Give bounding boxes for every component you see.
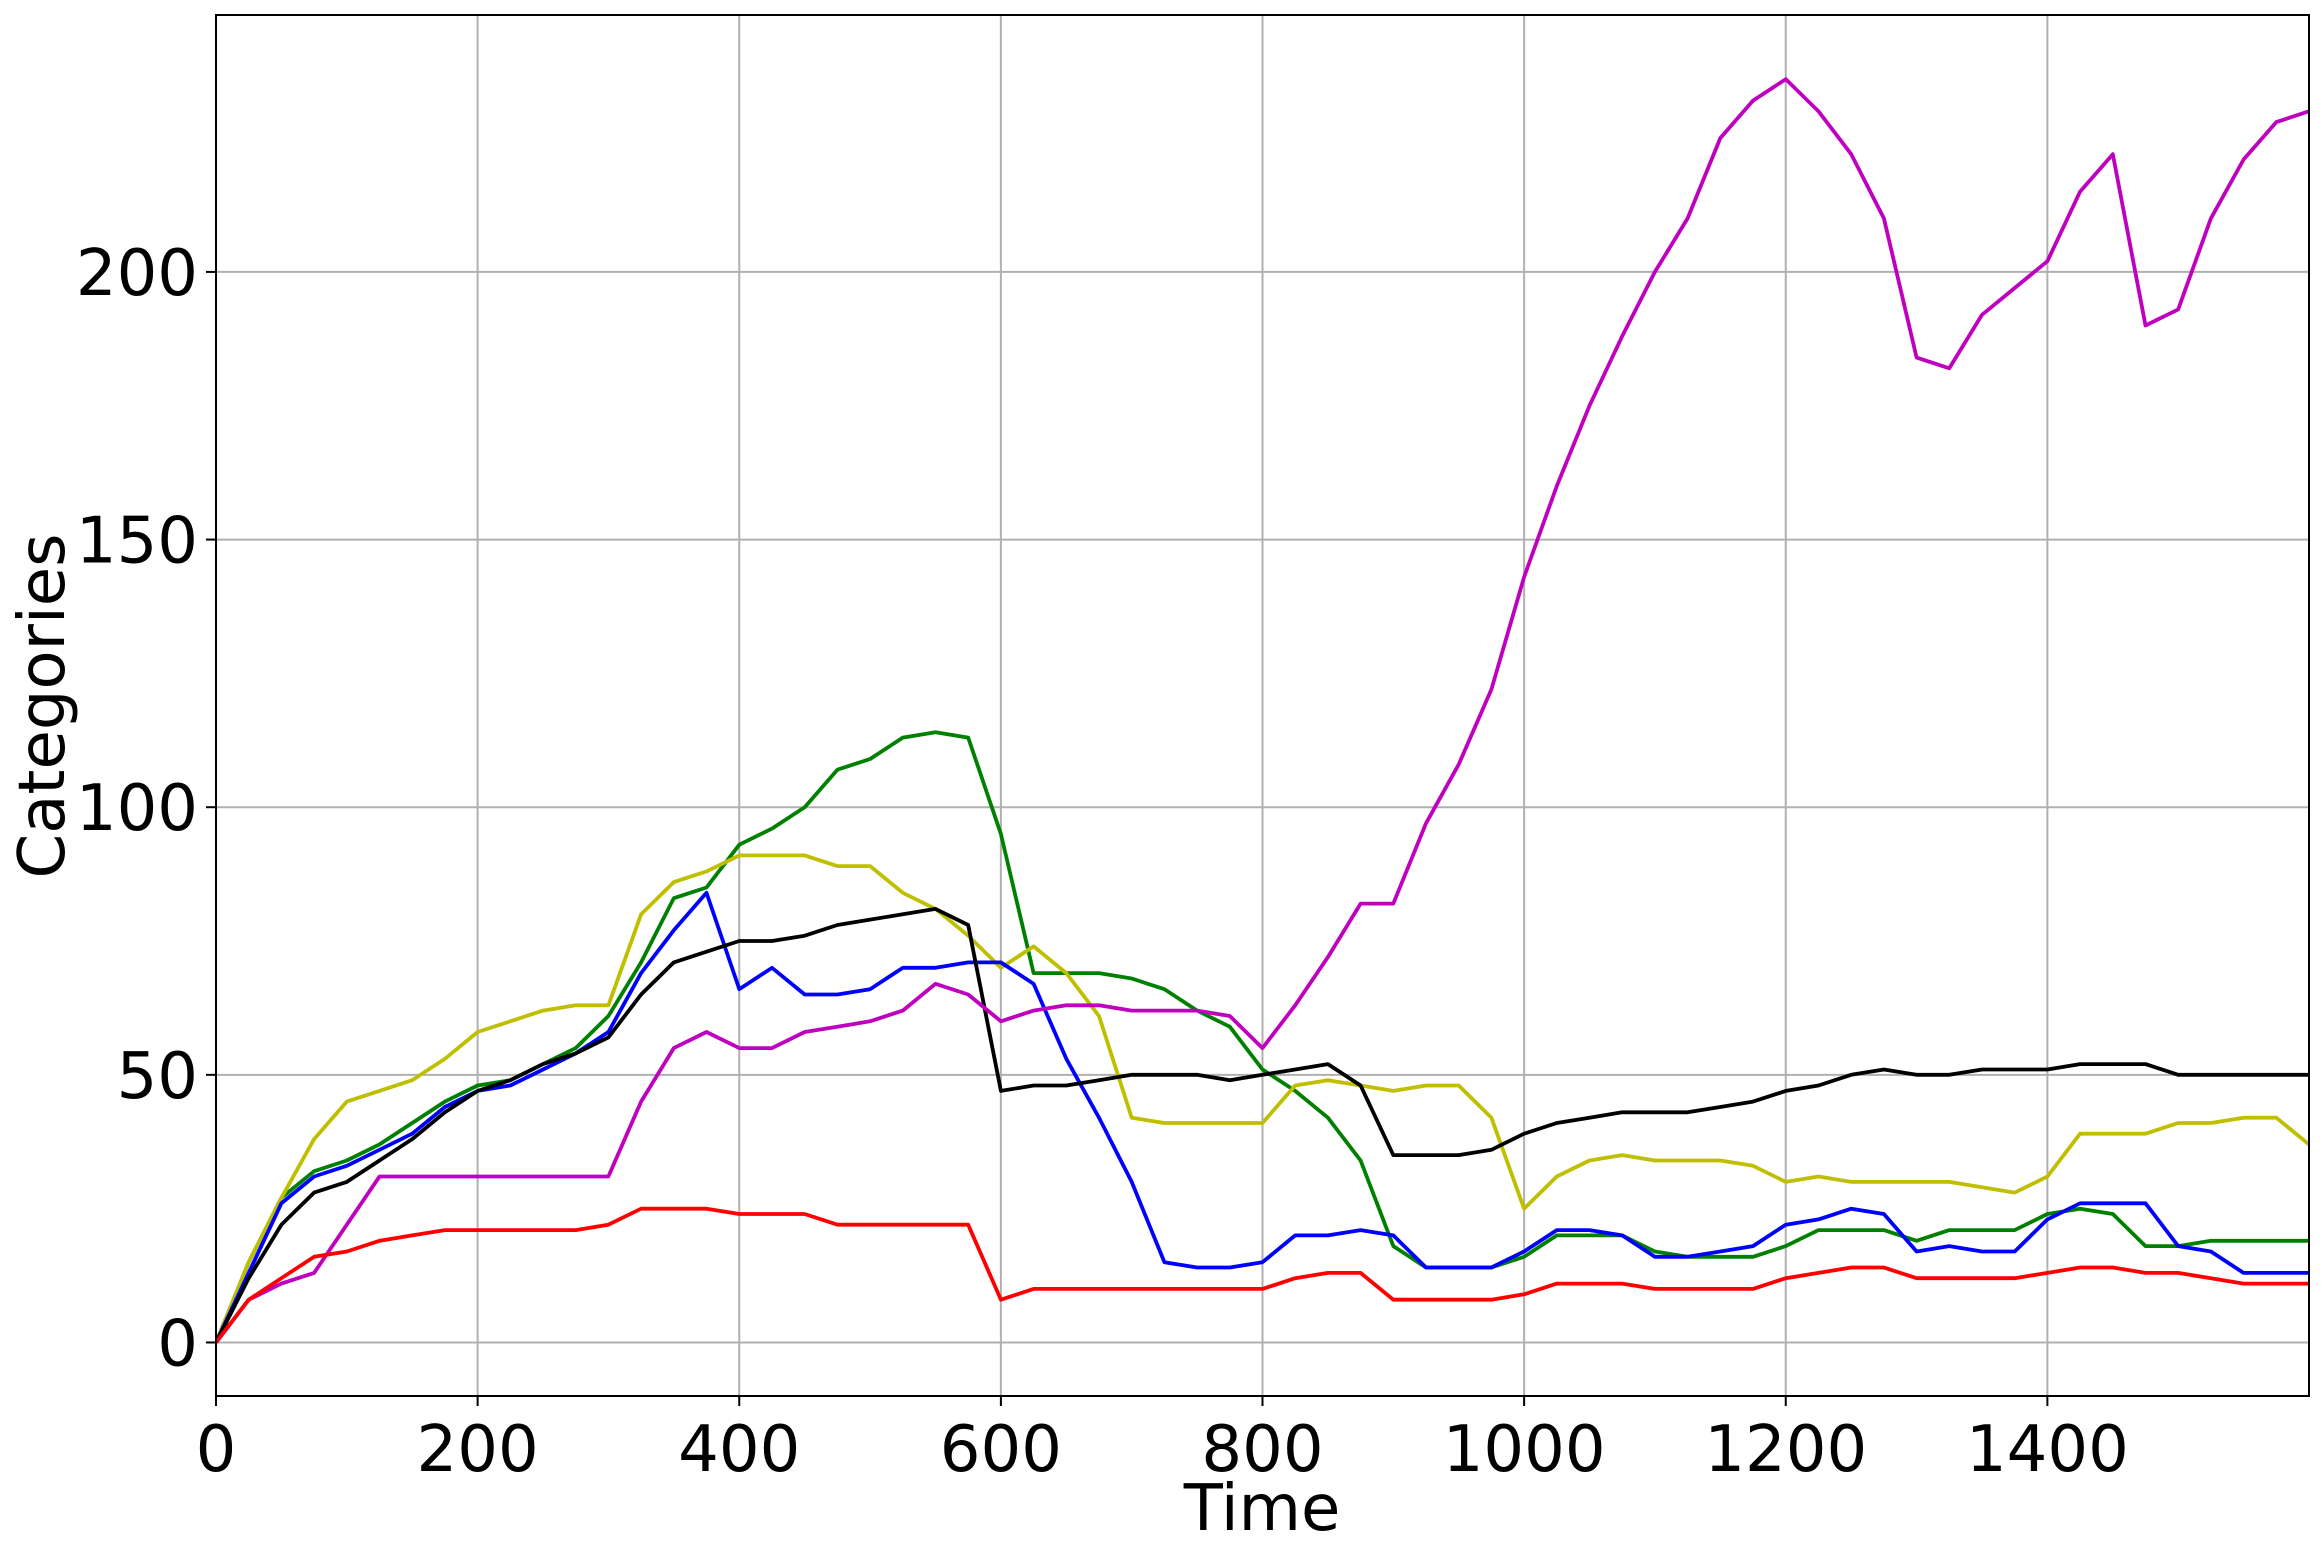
y-tick-label: 200	[76, 237, 198, 311]
x-tick-label: 400	[678, 1413, 800, 1487]
x-tick-label: 1200	[1704, 1413, 1867, 1487]
x-tick-label: 1000	[1443, 1413, 1606, 1487]
x-axis-label: Time	[1183, 1472, 1341, 1546]
y-tick-label: 100	[76, 772, 198, 846]
y-axis-label: Categories	[6, 534, 80, 879]
x-tick-label: 0	[196, 1413, 237, 1487]
x-tick-label: 1400	[1966, 1413, 2129, 1487]
series-line	[216, 853, 2309, 1344]
y-tick-label: 0	[157, 1307, 198, 1381]
x-tick-label: 200	[417, 1413, 539, 1487]
y-tick-label: 150	[76, 505, 198, 579]
plot-frame	[215, 14, 2310, 1397]
x-tick-label: 800	[1201, 1413, 1323, 1487]
y-tick-label: 50	[117, 1040, 198, 1114]
x-tick-label: 600	[940, 1413, 1062, 1487]
series-line	[216, 1206, 2309, 1344]
series-line	[216, 907, 2309, 1344]
series-line	[216, 77, 2309, 1344]
series-line	[216, 730, 2309, 1344]
